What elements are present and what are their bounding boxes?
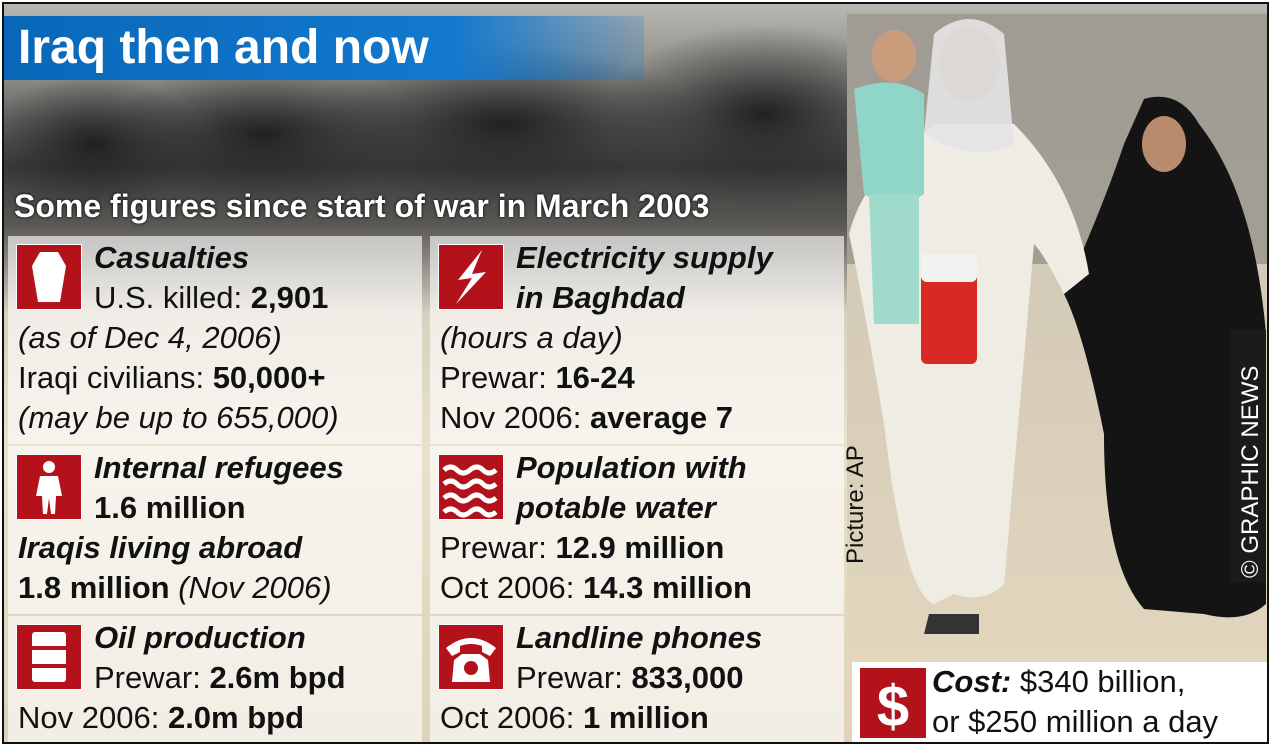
- heading: Casualties: [94, 240, 250, 275]
- label: Oct 2006:: [440, 570, 575, 605]
- value: average 7: [589, 400, 734, 435]
- water-icon: [438, 454, 504, 520]
- line: (may be up to 655,000): [18, 398, 339, 438]
- label: Nov 2006:: [18, 700, 160, 735]
- value: 1.8 million: [18, 570, 170, 605]
- line: Population with: [516, 448, 747, 488]
- line: (as of Dec 4, 2006): [18, 318, 282, 358]
- line: (hours a day): [440, 318, 623, 358]
- value: 16-24: [555, 360, 635, 395]
- note: (may be up to 655,000): [18, 400, 339, 435]
- heading: potable water: [516, 490, 716, 525]
- heading: Iraqis living abroad: [18, 530, 303, 565]
- photo-backdrop: [4, 14, 1267, 664]
- refugees-icon: [16, 454, 82, 520]
- line: in Baghdad: [516, 278, 685, 318]
- note: (Nov 2006): [178, 570, 332, 605]
- heading: Electricity supply: [516, 240, 773, 275]
- line: 1.6 million: [94, 488, 246, 528]
- heading: Cost:: [932, 664, 1012, 699]
- line: or $250 million a day: [932, 702, 1218, 742]
- line: Iraqi civilians: 50,000+: [18, 358, 326, 398]
- line: Landline phones: [516, 618, 762, 658]
- label: or $250 million a day: [932, 704, 1219, 739]
- line: Casualties: [94, 238, 249, 278]
- title-bar: [4, 16, 644, 80]
- picture-credit: Picture: AP: [842, 445, 869, 564]
- label: Prewar:: [94, 660, 201, 695]
- heading: in Baghdad: [516, 280, 685, 315]
- line: Oct 2006: 14.3 million: [440, 568, 752, 608]
- line: Prewar: 12.9 million: [440, 528, 724, 568]
- line: Cost: $340 billion,: [932, 662, 1185, 702]
- heading: Internal refugees: [94, 450, 344, 485]
- label: Oct 2006:: [440, 700, 575, 735]
- label: Prewar:: [440, 360, 547, 395]
- line: Nov 2006: 2.0m bpd: [18, 698, 304, 738]
- phone-icon: [438, 624, 504, 690]
- line: potable water: [516, 488, 716, 528]
- heading: Population with: [516, 450, 747, 485]
- line: Iraqis living abroad: [18, 528, 302, 568]
- subtitle: Some figures since start of war in March…: [14, 188, 710, 224]
- line: Electricity supply: [516, 238, 773, 278]
- line: 1.8 million (Nov 2006): [18, 568, 332, 608]
- label: Nov 2006:: [440, 400, 582, 435]
- note: (as of Dec 4, 2006): [18, 320, 282, 355]
- value: 12.9 million: [555, 530, 725, 565]
- electricity-icon: [438, 244, 504, 310]
- agency-credit: © GRAPHIC NEWS: [1237, 365, 1264, 578]
- cost-icon: $: [860, 668, 926, 738]
- heading: Landline phones: [516, 620, 763, 655]
- heading: Oil production: [94, 620, 306, 655]
- value: 833,000: [631, 660, 744, 695]
- line: Oil production: [94, 618, 306, 658]
- line: Prewar: 833,000: [516, 658, 744, 698]
- line: U.S. killed: 2,901: [94, 278, 328, 318]
- label: $340 billion,: [1019, 664, 1186, 699]
- label: U.S. killed:: [94, 280, 243, 315]
- value: 2.0m bpd: [167, 700, 305, 735]
- note: (hours a day): [440, 320, 623, 355]
- title: Iraq then and now: [18, 21, 429, 74]
- line: Oct 2006: 1 million: [440, 698, 709, 738]
- label: Prewar:: [516, 660, 623, 695]
- value: 1 million: [583, 700, 709, 735]
- svg-text:$: $: [877, 674, 909, 738]
- label: Iraqi civilians:: [18, 360, 205, 395]
- value: 2,901: [250, 280, 329, 315]
- line: Prewar: 2.6m bpd: [94, 658, 346, 698]
- oil-icon: [16, 624, 82, 690]
- line: Internal refugees: [94, 448, 344, 488]
- value: 50,000+: [212, 360, 326, 395]
- label: Prewar:: [440, 530, 547, 565]
- value: 2.6m bpd: [209, 660, 346, 695]
- value: 1.6 million: [94, 490, 246, 525]
- casualties-icon: [16, 244, 82, 310]
- agency-credit-box: [1230, 330, 1266, 582]
- value: 14.3 million: [583, 570, 752, 605]
- line: Prewar: 16-24: [440, 358, 635, 398]
- line: Nov 2006: average 7: [440, 398, 733, 438]
